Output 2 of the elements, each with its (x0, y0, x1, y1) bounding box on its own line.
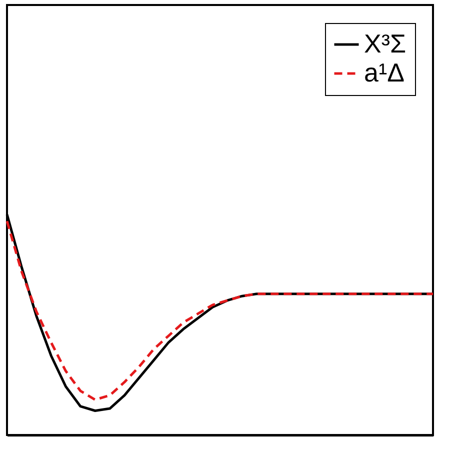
legend-label: X³Σ (364, 28, 406, 58)
legend-label: a¹Δ (364, 58, 404, 88)
